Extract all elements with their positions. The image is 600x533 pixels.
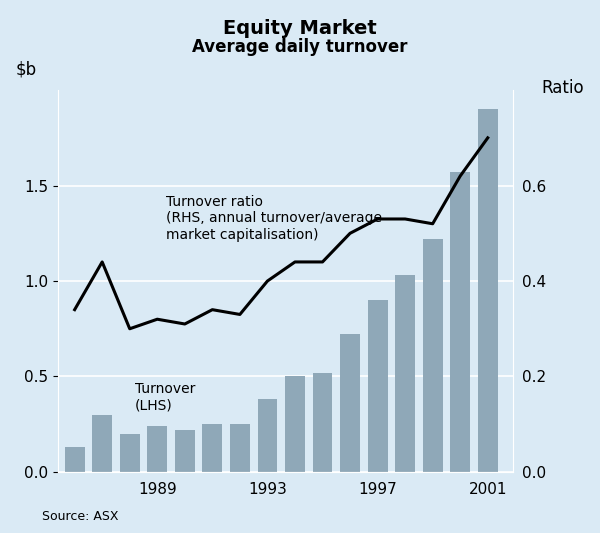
Bar — [175, 430, 195, 472]
Text: Turnover ratio
(RHS, annual turnover/average
market capitalisation): Turnover ratio (RHS, annual turnover/ave… — [166, 195, 382, 241]
Y-axis label: $b: $b — [16, 61, 37, 79]
Bar — [120, 434, 140, 472]
Bar — [285, 376, 305, 472]
Bar — [340, 335, 360, 472]
Y-axis label: Ratio: Ratio — [541, 79, 584, 96]
Bar — [230, 424, 250, 472]
Bar — [368, 300, 388, 472]
Bar — [313, 373, 332, 472]
Bar — [478, 109, 497, 472]
Bar — [148, 426, 167, 472]
Bar — [257, 399, 277, 472]
Bar — [423, 239, 443, 472]
Text: Source: ASX: Source: ASX — [42, 511, 119, 523]
Bar — [65, 447, 85, 472]
Text: Equity Market: Equity Market — [223, 19, 377, 38]
Bar — [395, 276, 415, 472]
Text: Turnover
(LHS): Turnover (LHS) — [135, 382, 196, 413]
Bar — [92, 415, 112, 472]
Bar — [202, 424, 222, 472]
Bar — [450, 172, 470, 472]
Text: Average daily turnover: Average daily turnover — [192, 38, 408, 56]
